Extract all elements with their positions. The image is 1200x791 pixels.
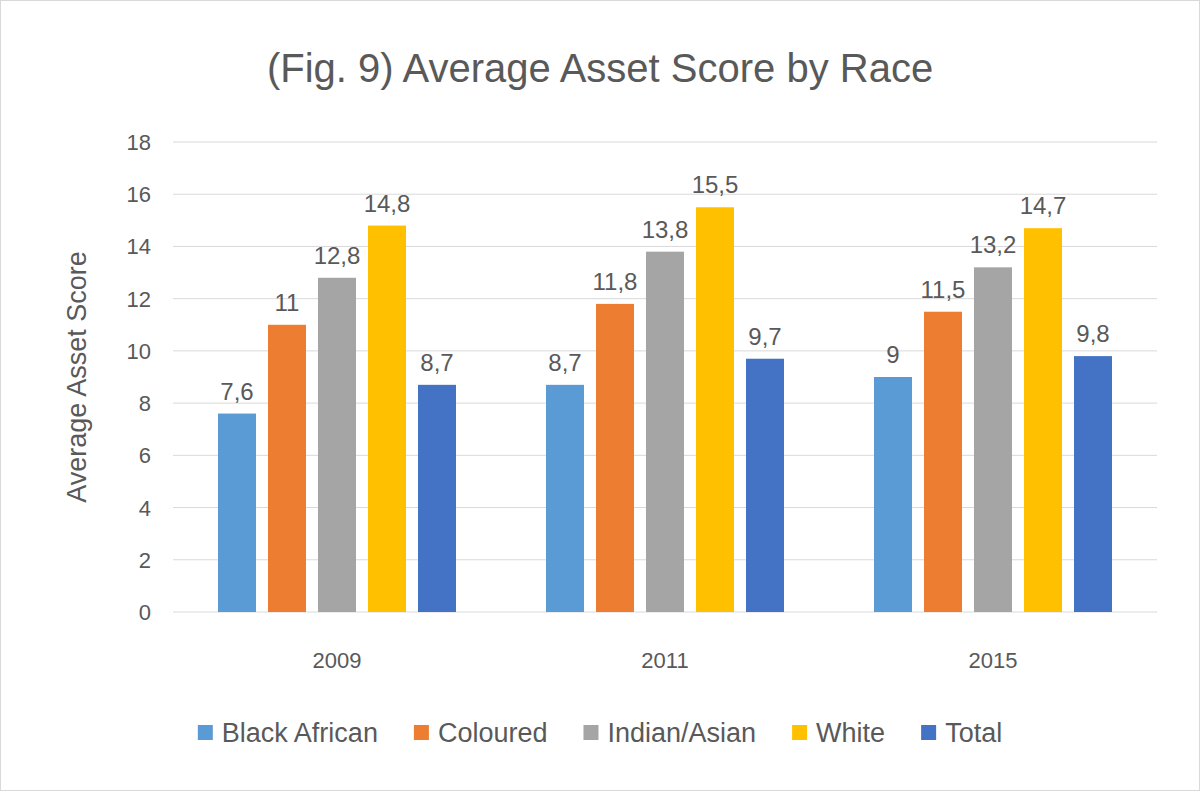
data-label: 12,8	[314, 242, 361, 269]
chart-container: (Fig. 9) Average Asset Score by Race Aver…	[0, 0, 1200, 791]
bar	[1074, 356, 1112, 612]
bar	[596, 304, 634, 612]
data-label: 14,7	[1020, 192, 1067, 219]
x-tick-label: 2009	[313, 648, 362, 673]
grid-line	[173, 194, 1157, 195]
y-tick-label: 14	[127, 234, 151, 259]
bar	[646, 252, 684, 612]
legend-swatch	[792, 725, 807, 740]
bar	[418, 385, 456, 612]
data-label: 11	[275, 289, 300, 316]
y-tick-label: 16	[127, 182, 151, 207]
y-tick-label: 6	[139, 443, 151, 468]
legend-label: Coloured	[438, 718, 548, 748]
legend: Black African Coloured Indian/Asian White To…	[198, 718, 1002, 748]
bar	[1024, 228, 1062, 612]
data-label: 9,8	[1076, 320, 1109, 347]
legend-swatch	[583, 725, 598, 740]
y-tick-label: 10	[127, 339, 151, 364]
data-label: 11,5	[921, 276, 966, 303]
bar	[974, 267, 1012, 612]
bar	[318, 278, 356, 612]
chart-title: (Fig. 9) Average Asset Score by Race	[267, 46, 933, 90]
data-label: 8,7	[548, 349, 581, 376]
legend-label: White	[816, 718, 885, 748]
bar	[874, 377, 912, 612]
chart-frame	[1, 1, 1200, 791]
legend-swatch	[921, 725, 936, 740]
data-label: 8,7	[420, 349, 453, 376]
data-label: 9	[886, 341, 899, 368]
data-label: 11,8	[593, 268, 638, 295]
legend-label: Black African	[222, 718, 378, 748]
y-tick-label: 12	[127, 287, 151, 312]
legend-swatch	[414, 725, 429, 740]
data-label: 13,8	[642, 216, 689, 243]
data-label: 7,6	[220, 378, 253, 405]
bar	[746, 359, 784, 612]
y-tick-label: 0	[139, 600, 151, 625]
data-label: 13,2	[970, 231, 1017, 258]
data-label: 9,7	[748, 323, 781, 350]
bars	[218, 207, 1112, 612]
y-tick-label: 4	[139, 496, 151, 521]
y-tick-label: 18	[127, 130, 151, 155]
data-label: 15,5	[692, 171, 739, 198]
bar	[924, 312, 962, 612]
bar	[368, 226, 406, 612]
chart-svg: (Fig. 9) Average Asset Score by Race Aver…	[0, 0, 1200, 791]
data-labels: 7,61112,814,88,78,711,813,815,59,7911,51…	[220, 171, 1109, 404]
grid-line	[173, 142, 1157, 143]
data-label: 14,8	[364, 190, 411, 217]
x-tick-label: 2011	[641, 648, 688, 673]
bar	[696, 207, 734, 612]
y-tick-label: 8	[139, 391, 151, 416]
legend-label: Indian/Asian	[607, 718, 756, 748]
bar	[268, 325, 306, 612]
y-axis-label: Average Asset Score	[62, 251, 92, 503]
y-tick-label: 2	[139, 548, 151, 573]
legend-swatch	[198, 725, 213, 740]
bar	[546, 385, 584, 612]
x-tick-label: 2015	[969, 648, 1018, 673]
legend-label: Total	[945, 718, 1002, 748]
bar	[218, 414, 256, 612]
